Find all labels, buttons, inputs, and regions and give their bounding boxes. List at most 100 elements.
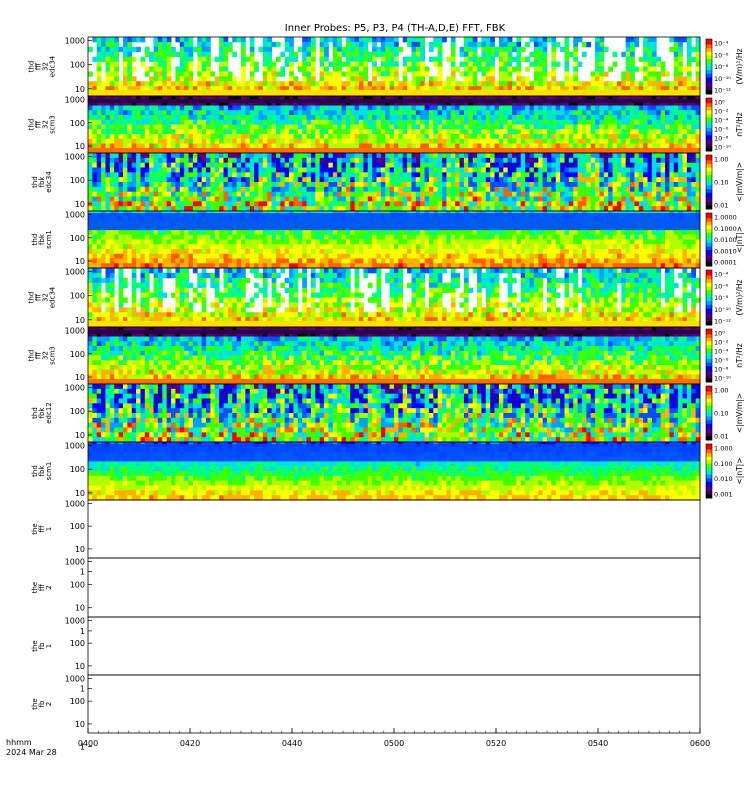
spectrogram-cell — [691, 182, 697, 188]
spectrogram-cell — [367, 157, 373, 164]
spectrogram-cell — [153, 162, 159, 168]
spectrogram-cell — [210, 162, 216, 168]
spectrogram-cell — [131, 230, 137, 236]
spectrogram-cell — [223, 56, 229, 62]
spectrogram-cell — [459, 153, 465, 159]
spectrogram-cell — [354, 66, 360, 72]
spectrogram-cell — [542, 157, 548, 164]
spectrogram-cell — [678, 115, 683, 121]
spectrogram-cell — [595, 56, 600, 62]
spectrogram-cell — [525, 153, 530, 159]
spectrogram-cell — [271, 61, 277, 67]
spectrogram-cell — [315, 124, 321, 130]
spectrogram-cell — [214, 138, 220, 144]
spectrogram-cell — [136, 134, 141, 140]
spectrogram-cell — [560, 115, 565, 121]
spectrogram-cell — [590, 186, 596, 193]
spectrogram-cell — [507, 172, 513, 178]
spectrogram-cell — [555, 119, 561, 125]
spectrogram-cell — [651, 37, 657, 43]
spectrogram-cell — [415, 172, 421, 178]
band-low-freq — [88, 148, 700, 153]
spectrogram-cell — [140, 138, 146, 144]
spectrogram-cell — [564, 162, 570, 168]
spectrogram-cell — [354, 177, 360, 183]
spectrogram-cell — [586, 157, 592, 164]
spectrogram-cell — [376, 196, 382, 202]
spectrogram-cell — [394, 153, 399, 159]
spectrogram-cell — [219, 110, 224, 116]
spectrogram-cell — [512, 206, 517, 212]
spectrogram-cell — [324, 177, 329, 183]
spectrogram-cell — [101, 110, 106, 116]
spectrogram-cell — [630, 96, 635, 102]
spectrogram-cell — [665, 191, 670, 197]
spectrogram-cell — [88, 206, 93, 212]
spectrogram-cell — [262, 51, 268, 58]
spectrogram-cell — [481, 110, 487, 116]
colorbar-tick-label: 10⁻⁴ — [714, 40, 729, 48]
spectrogram-cell — [494, 191, 500, 197]
spectrogram-cell — [481, 134, 487, 140]
spectrogram-cell — [411, 157, 417, 164]
spectrogram-cell — [332, 177, 338, 183]
spectrogram-cell — [599, 76, 605, 82]
spectrogram-cell — [241, 196, 246, 202]
spectrogram-cell — [573, 206, 578, 212]
spectrogram-cell — [184, 201, 189, 207]
spectrogram-cell — [420, 66, 425, 72]
spectrogram-cell — [533, 66, 539, 72]
spectrogram-cell — [188, 196, 194, 202]
spectrogram-cell — [472, 157, 478, 164]
spectrogram-cell — [643, 172, 648, 178]
spectrogram-cell — [359, 81, 364, 87]
spectrogram-cell — [630, 143, 635, 149]
spectrogram-cell — [625, 66, 631, 72]
spectrogram-cell — [433, 129, 439, 135]
spectrogram-cell — [450, 86, 456, 92]
spectrogram-cell — [525, 196, 530, 202]
spectrogram-cell — [433, 61, 439, 67]
spectrogram-cell — [481, 182, 487, 188]
spectrogram-cell — [621, 129, 627, 135]
colorbar-step — [706, 62, 712, 66]
spectrogram-cell — [603, 206, 609, 212]
spectrogram-cell — [249, 201, 255, 207]
spectrogram-cell — [407, 201, 412, 207]
spectrogram-cell — [442, 153, 447, 159]
spectrogram-cell — [547, 138, 552, 144]
spectrogram-cell — [306, 110, 312, 116]
spectrogram-cell — [376, 157, 382, 164]
spectrogram-cell — [389, 115, 395, 121]
spectrogram-cell — [529, 115, 535, 121]
spectrogram-cell — [275, 186, 281, 193]
spectrogram-cell — [88, 186, 93, 193]
spectrogram-cell — [267, 51, 272, 58]
colorbar-step — [706, 136, 712, 140]
spectrogram-cell — [555, 86, 561, 92]
spectrogram-cell — [293, 115, 299, 121]
spectrogram-cell — [616, 191, 622, 197]
spectrogram-cell — [398, 186, 404, 193]
spectrogram-cell — [590, 115, 596, 121]
spectrogram-cell — [612, 96, 618, 102]
spectrogram-cell — [420, 119, 425, 125]
spectrogram-cell — [651, 153, 657, 159]
colorbar-step — [706, 158, 712, 161]
spectrogram-cell — [420, 153, 425, 159]
spectrogram-cell — [651, 81, 657, 87]
spectrogram-cell — [459, 86, 465, 92]
spectrogram-cell — [651, 129, 657, 135]
spectrogram-cell — [367, 124, 373, 130]
spectrogram-cell — [315, 167, 321, 173]
spectrogram-cell — [437, 177, 443, 183]
spectrogram-cell — [647, 196, 653, 202]
spectrogram-cell — [88, 167, 93, 173]
spectrogram-cell — [175, 143, 181, 149]
spectrogram-cell — [446, 134, 452, 140]
spectrogram-cell — [402, 172, 408, 178]
spectrogram-cell — [647, 71, 653, 77]
spectrogram-cell — [411, 191, 417, 197]
spectrogram-cell — [101, 81, 106, 87]
spectrogram-cell — [328, 177, 334, 183]
